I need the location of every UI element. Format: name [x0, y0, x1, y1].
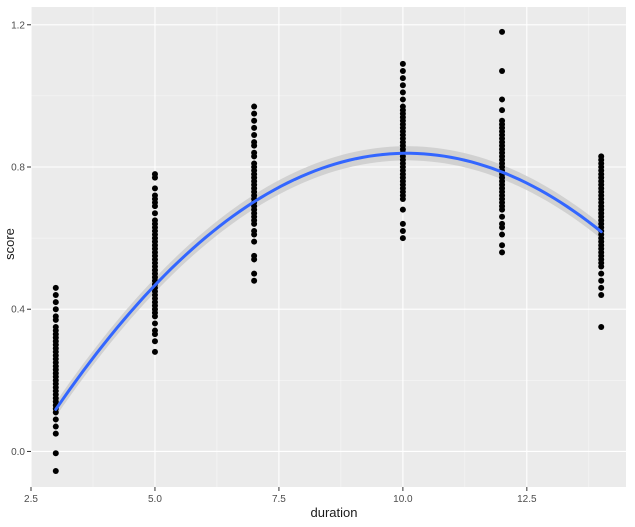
data-point	[399, 235, 406, 242]
data-point	[52, 299, 59, 306]
data-point	[151, 210, 158, 217]
data-point	[151, 327, 158, 334]
data-point	[151, 192, 158, 199]
data-point	[499, 249, 506, 256]
data-point	[52, 292, 59, 298]
y-axis-title: score	[2, 228, 17, 260]
data-point	[52, 306, 59, 313]
x-axis-title: duration	[311, 505, 358, 520]
data-point	[52, 468, 59, 474]
data-point	[251, 238, 258, 245]
x-tick-label: 10.0	[393, 494, 413, 505]
data-point	[499, 242, 506, 249]
data-point	[399, 68, 406, 74]
data-point	[251, 160, 258, 167]
data-point	[151, 338, 158, 345]
data-point	[399, 206, 406, 213]
data-point	[499, 117, 506, 124]
data-point	[499, 213, 506, 220]
data-point	[399, 89, 406, 96]
data-point	[399, 220, 406, 227]
data-point	[151, 320, 158, 327]
data-point	[598, 324, 605, 330]
data-point	[251, 132, 258, 138]
data-point	[151, 348, 158, 355]
data-point	[251, 103, 258, 110]
data-point	[52, 324, 59, 330]
data-point	[52, 313, 59, 320]
y-tick-label: 1.2	[11, 20, 25, 31]
data-point	[499, 231, 506, 238]
y-tick-label: 0.8	[11, 163, 25, 174]
data-point	[598, 292, 605, 298]
data-point	[598, 153, 605, 160]
data-point	[251, 139, 258, 146]
fit-line	[54, 151, 603, 411]
data-point	[499, 96, 506, 103]
data-point	[499, 107, 506, 114]
data-point	[52, 450, 59, 457]
x-tick-label: 12.5	[517, 494, 537, 505]
data-point	[151, 171, 158, 178]
data-point	[52, 416, 59, 423]
data-point	[251, 252, 258, 259]
x-tick-label: 2.5	[24, 494, 38, 505]
data-point	[499, 28, 506, 35]
data-point	[52, 430, 59, 437]
data-point	[399, 96, 406, 103]
data-point	[52, 284, 59, 291]
points-layer	[52, 28, 605, 474]
data-point	[52, 423, 59, 430]
data-point	[399, 103, 406, 110]
data-point	[399, 228, 406, 234]
data-point	[598, 284, 605, 291]
data-point	[251, 124, 258, 131]
data-point	[598, 270, 605, 277]
data-point	[399, 82, 406, 89]
y-tick-label: 0.4	[11, 305, 25, 316]
data-point	[399, 60, 406, 67]
data-point	[151, 185, 158, 192]
plot-panel	[31, 7, 626, 487]
data-point	[399, 75, 406, 82]
axes: 2.5 5.0 7.5 10.0 12.5 0.0 0.4 0.8 1.2	[11, 20, 537, 505]
data-point	[251, 228, 258, 234]
data-point	[499, 68, 506, 74]
panel-background	[31, 7, 626, 487]
data-point	[251, 149, 258, 156]
data-point	[251, 270, 258, 277]
confidence-band-layer	[55, 146, 602, 417]
confidence-band	[55, 146, 602, 417]
data-point	[251, 117, 258, 124]
y-tick-label: 0.0	[11, 447, 25, 458]
data-point	[151, 217, 158, 224]
data-point	[598, 277, 605, 284]
x-tick-label: 5.0	[148, 494, 162, 505]
fit-line-layer	[54, 151, 603, 411]
data-point	[251, 277, 258, 284]
data-point	[499, 220, 506, 227]
data-point	[251, 110, 258, 117]
x-tick-label: 7.5	[272, 494, 286, 505]
